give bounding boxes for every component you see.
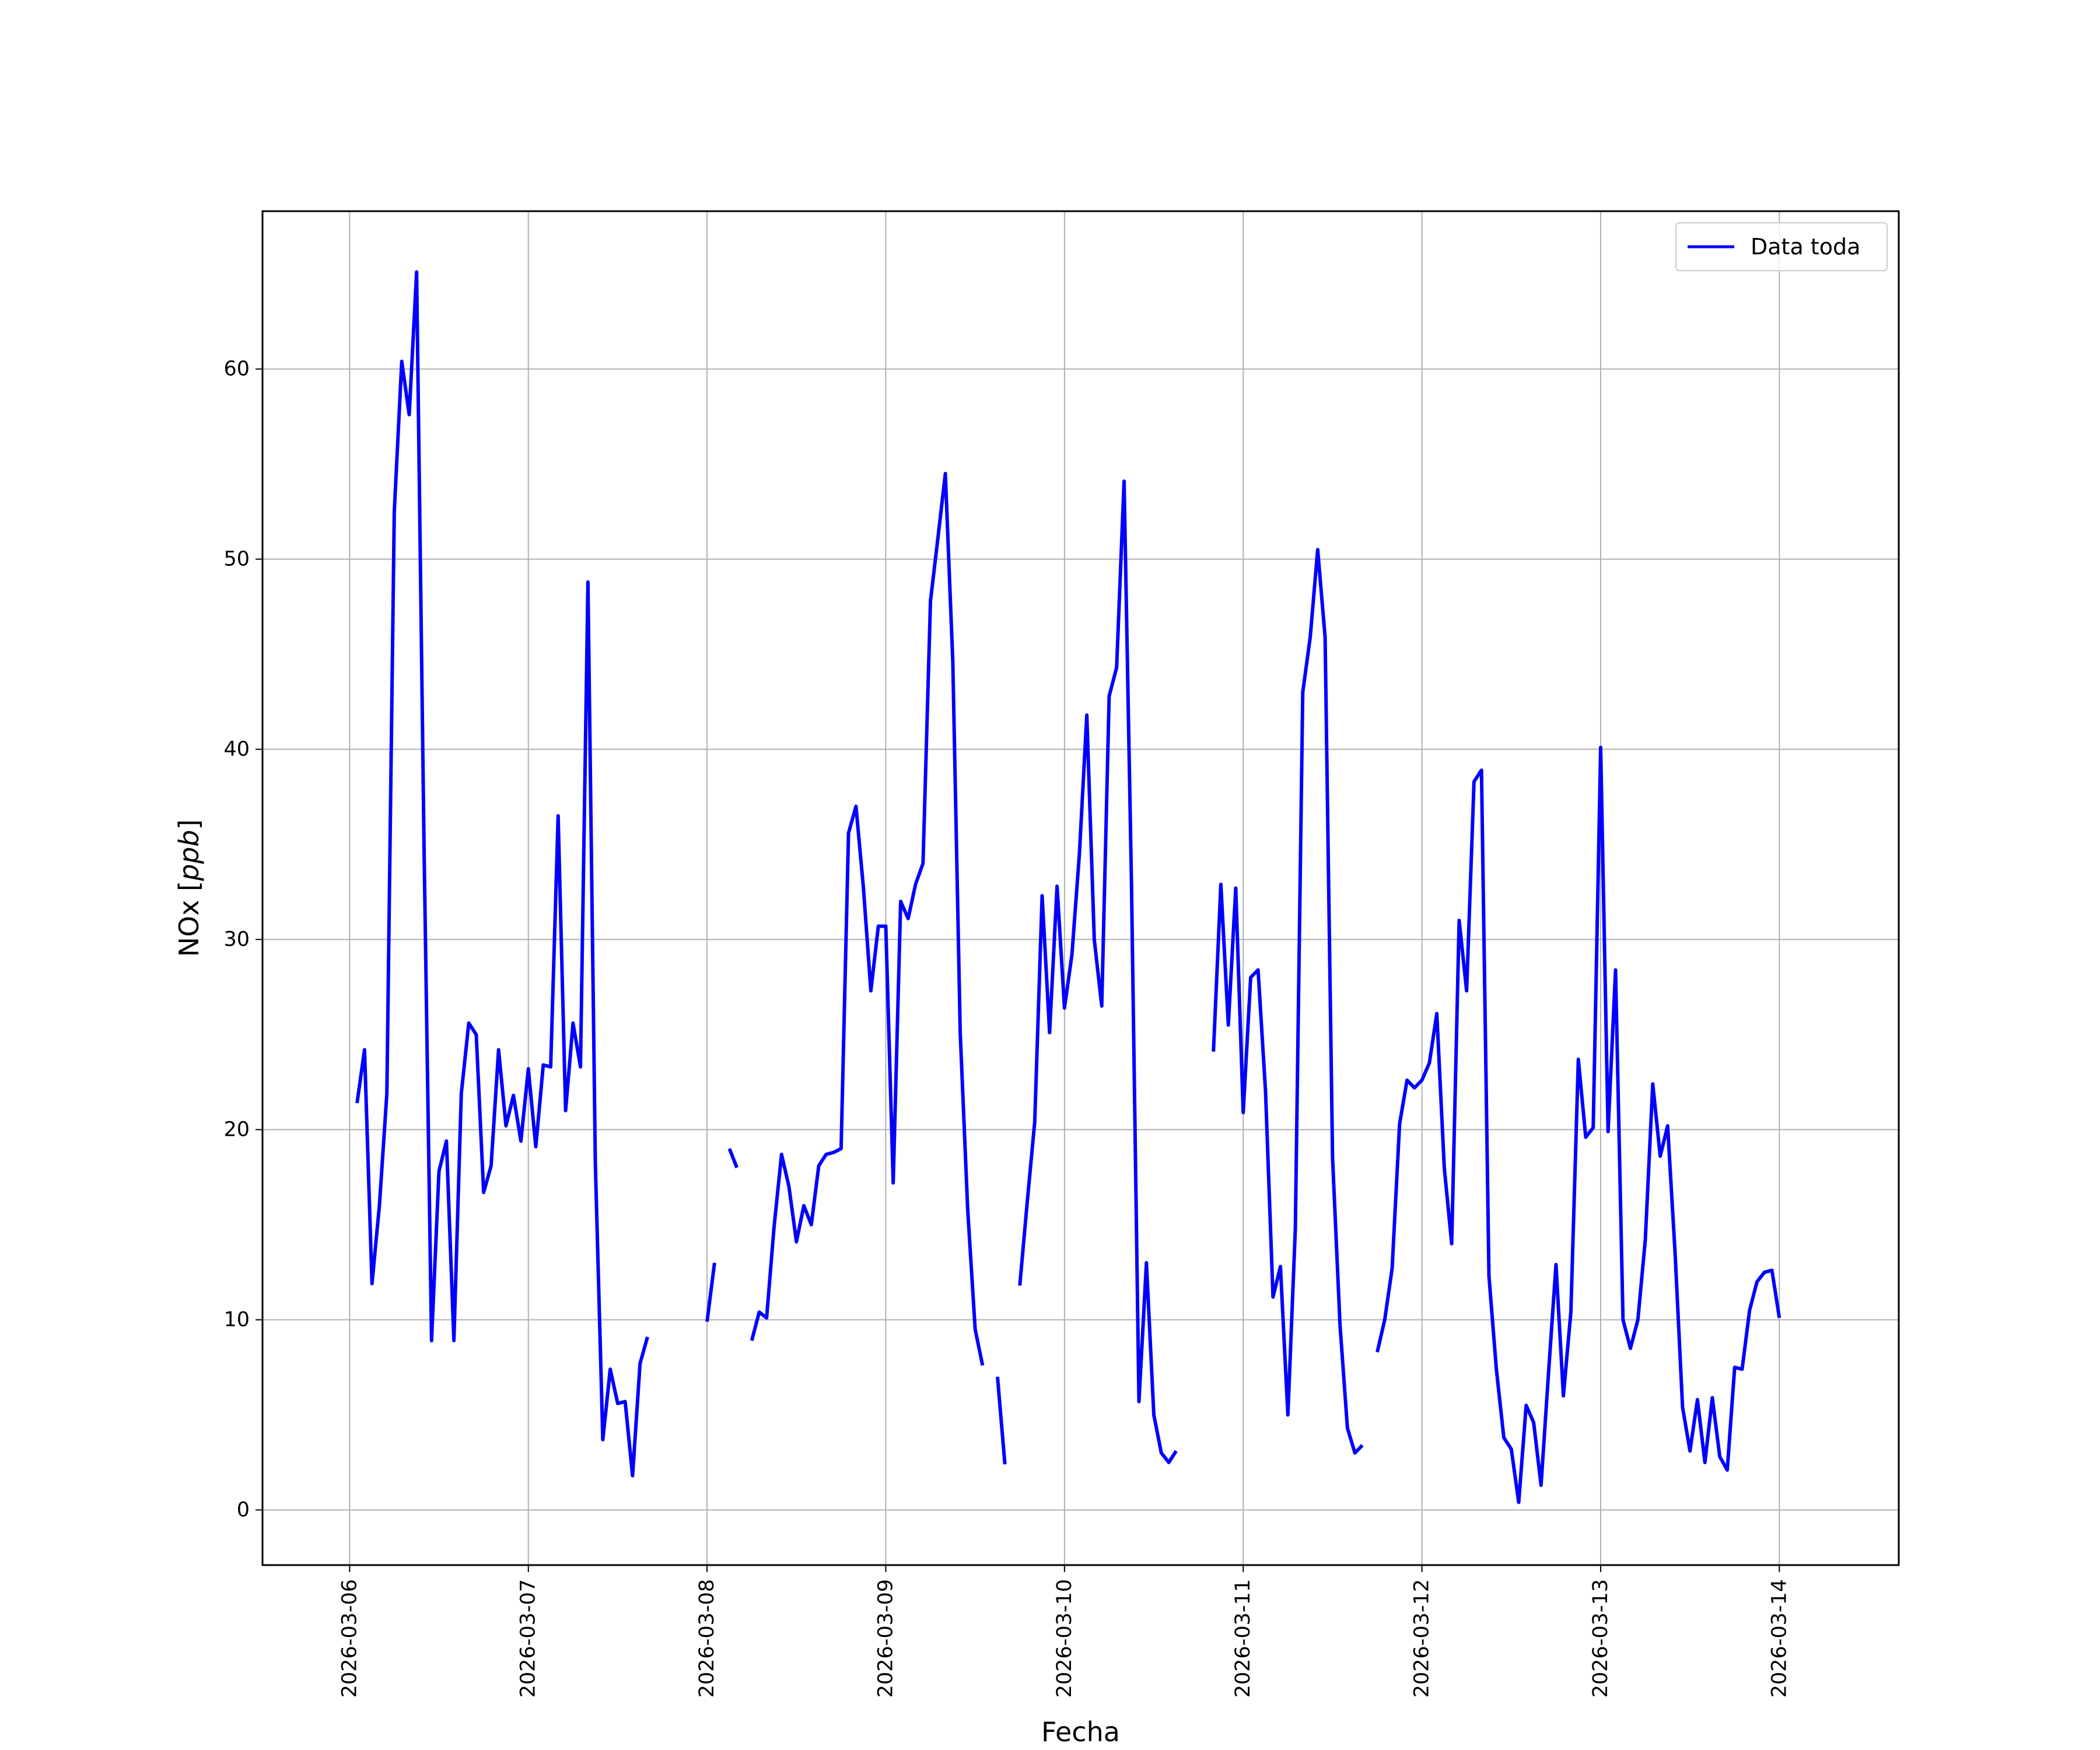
y-tick-label: 0 xyxy=(237,1498,250,1521)
x-axis-title: Fecha xyxy=(1041,1716,1120,1748)
series-line-segment xyxy=(1018,479,1178,1464)
y-tick-label: 40 xyxy=(223,738,250,761)
legend: Data toda xyxy=(1675,222,1888,271)
y-axis-title-suffix: ] xyxy=(173,820,205,830)
series-line-segment xyxy=(1376,746,1782,1504)
legend-box xyxy=(1675,222,1888,271)
series-line-segment xyxy=(996,1377,1007,1465)
y-axis-title: NOx [ppb] xyxy=(173,820,205,957)
x-tick-label: 2026-03-12 xyxy=(1410,1579,1434,1698)
x-tick-label: 2026-03-14 xyxy=(1768,1579,1791,1698)
legend-label-data-toda: Data toda xyxy=(1751,234,1860,260)
series-lines xyxy=(355,270,1782,1504)
y-tick-label: 10 xyxy=(223,1308,250,1331)
x-tick-label: 2026-03-07 xyxy=(517,1579,540,1698)
y-tick-label: 60 xyxy=(223,358,250,381)
axis-ticks: 2026-03-06 2026-03-07 2026-03-08 2026-03-09… xyxy=(223,358,1791,1698)
y-axis-title-prefix: NOx [ xyxy=(173,881,205,957)
x-tick-label: 2026-03-10 xyxy=(1053,1579,1076,1698)
grid-lines xyxy=(262,211,1899,1565)
x-tick-label: 2026-03-13 xyxy=(1589,1579,1612,1698)
series-line-segment xyxy=(727,1148,738,1168)
y-tick-label: 30 xyxy=(223,928,250,951)
x-tick-label: 2026-03-11 xyxy=(1231,1579,1255,1698)
series-line-segment xyxy=(1212,548,1364,1455)
x-tick-label: 2026-03-08 xyxy=(695,1579,719,1698)
series-line-segment xyxy=(705,1262,716,1322)
plot-area-frame xyxy=(261,210,1900,1566)
y-axis-title-unit: ppb xyxy=(173,830,205,881)
series-line-segment xyxy=(355,270,649,1478)
y-tick-label: 20 xyxy=(223,1118,250,1141)
y-tick-label: 50 xyxy=(223,548,250,571)
x-tick-label: 2026-03-06 xyxy=(338,1579,361,1698)
x-tick-label: 2026-03-09 xyxy=(874,1579,897,1698)
series-line-segment xyxy=(750,471,985,1366)
